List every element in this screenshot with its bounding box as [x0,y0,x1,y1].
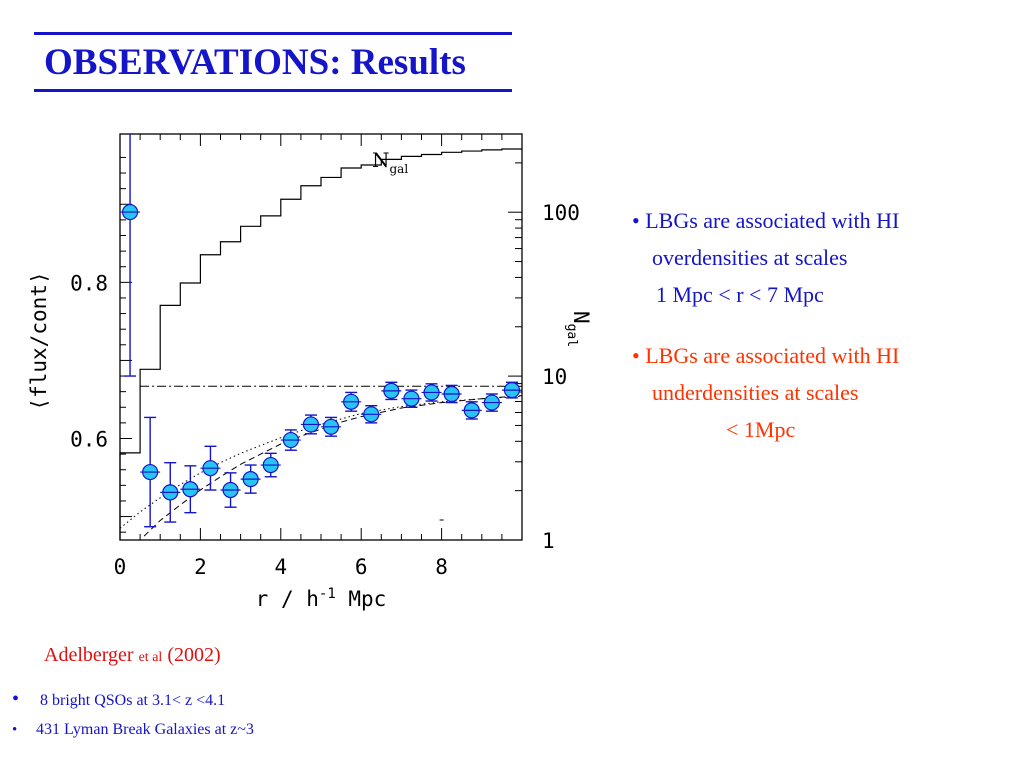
y2-tick-label: 100 [542,201,580,225]
note-item: • 8 bright QSOs at 3.1< z <4.1 [12,688,254,721]
bullet-line: • LBGs are associated with HI [632,208,900,233]
bullet-glyph: • [12,688,20,710]
bullet-line: < 1Mpc [726,417,796,442]
slide-title: OBSERVATIONS: Results [44,42,466,83]
dotted-model-curve [119,395,523,529]
y-axis-label: ⟨flux/cont⟩ [27,271,51,410]
note-text: 431 Lyman Break Galaxies at z~3 [36,721,254,738]
x-axis-label: r / h-1 Mpc [256,586,387,611]
y2-tick-label: 10 [542,365,567,389]
citation-year: (2002) [167,644,221,666]
citation-author: Adelberger [44,644,134,666]
flux-chart: 0 2 4 6 8 0.6 0.8 1 10 100 r / h-1 Mpc ⟨flux/cont⟩ N… [27,133,593,611]
plot-frame [119,133,523,541]
dashed-model-curve [143,395,523,537]
x-tick-label: 4 [274,555,287,579]
title-frame: OBSERVATIONS: Results [34,32,512,92]
y-tick-label: 0.8 [70,271,108,295]
y2-tick-label: 1 [542,529,555,553]
x-tick-label: 6 [355,555,368,579]
bullet-underdensity: • LBGs are associated with HI underdensi… [632,337,899,448]
bullet-line: underdensities at scales [652,380,859,405]
bullet-glyph: • [12,722,18,738]
y2-axis-label-sub: gal [564,324,579,347]
note-item: • 431 Lyman Break Galaxies at z~3 [12,721,254,754]
ngal-curve-label: Ngal [372,148,408,176]
y-tick-label: 0.6 [70,428,108,452]
citation: Adelberger et al (2002) [44,644,221,667]
bullet-line: 1 Mpc < r < 7 Mpc [656,282,824,307]
bullet-overdensity: • LBGs are associated with HI overdensit… [632,202,899,313]
bullet-line: overdensities at scales [652,245,848,270]
notes-list: • 8 bright QSOs at 3.1< z <4.1 • 431 Lym… [12,688,254,754]
ngal-histogram [119,148,522,540]
note-text: 8 bright QSOs at 3.1< z <4.1 [40,692,226,709]
bullet-list: • LBGs are associated with HI overdensit… [632,202,899,448]
x-tick-label: 0 [114,555,127,579]
x-axis-label-sup: -1 [319,586,336,602]
x-axis-label-unit: Mpc [336,587,387,611]
x-tick-label: 2 [194,555,207,579]
bullet-line: • LBGs are associated with HI [632,343,900,368]
y2-axis-label: Ngal [564,311,593,347]
citation-etal: et al [138,650,163,665]
x-tick-label: 8 [435,555,448,579]
ngal-curve-label-sub: gal [390,162,409,176]
